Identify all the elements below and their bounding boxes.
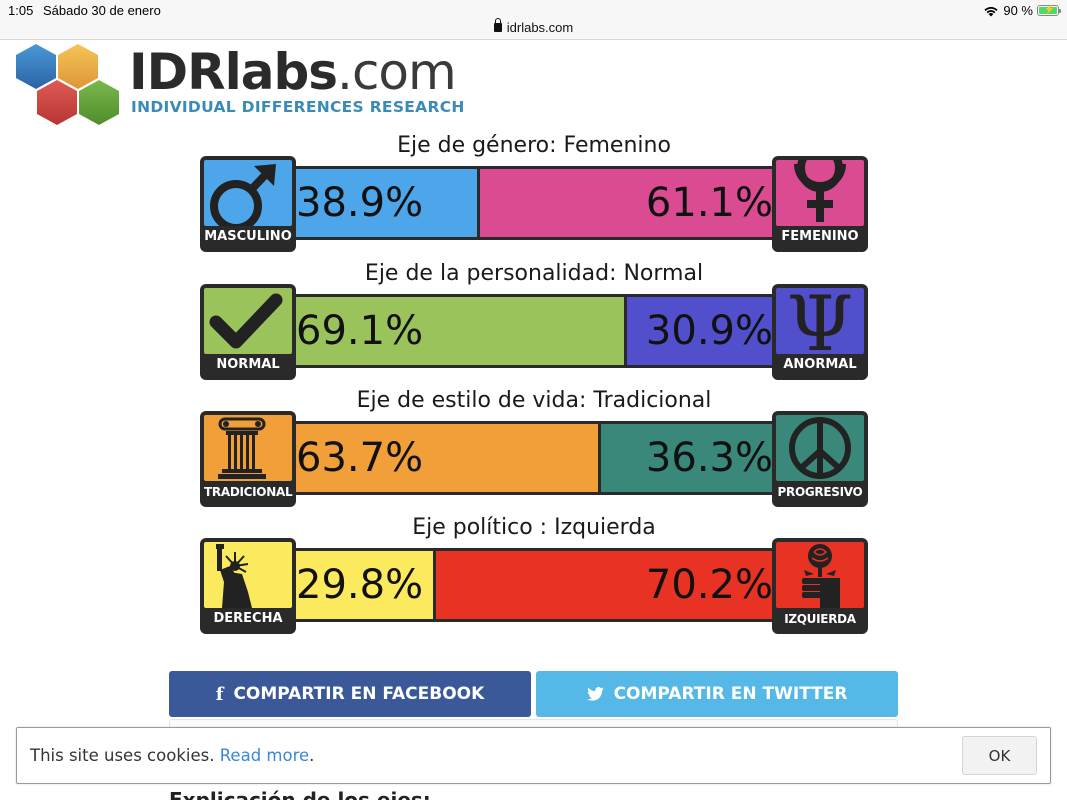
axis-title: Eje de género: Femenino <box>397 133 671 158</box>
svg-text:Ψ: Ψ <box>787 288 854 354</box>
badge-label: NORMAL <box>216 357 280 372</box>
read-more-link[interactable]: Read more <box>219 746 310 765</box>
axis-title: Eje de la personalidad: Normal <box>364 261 704 286</box>
share-facebook-label: COMPARTIR EN FACEBOOK <box>233 684 485 704</box>
facebook-icon: f <box>215 683 224 705</box>
left-percent: 69.1% <box>296 308 424 354</box>
badge-label: PROGRESIVO <box>777 485 863 499</box>
badge-label: MASCULINO <box>204 229 292 244</box>
gender-axis-chart: Eje de género: Femenino 38.9% 61.1% MASC… <box>200 132 868 252</box>
progresivo-badge: PROGRESIVO <box>772 411 868 507</box>
izquierda-badge: IZQUIERDA <box>772 538 868 634</box>
content-panel-edge <box>169 719 898 729</box>
derecha-badge: DERECHA <box>200 538 296 634</box>
female-symbol-icon <box>794 160 846 222</box>
column-icon <box>218 417 266 479</box>
address-url: idrlabs.com <box>506 20 574 35</box>
anormal-badge: Ψ ANORMAL <box>772 284 868 380</box>
left-percent: 63.7% <box>296 435 424 481</box>
logo-wordmark: IDRlabs.com <box>129 43 457 101</box>
axis-title: Eje de estilo de vida: Tradicional <box>356 388 712 413</box>
left-percent: 29.8% <box>296 562 424 608</box>
battery-charging-icon: ⚡ <box>1037 4 1061 16</box>
badge-label: FEMENINO <box>781 229 859 244</box>
male-symbol-icon <box>210 164 276 226</box>
right-percent: 61.1% <box>645 180 773 226</box>
twitter-bird-icon <box>586 687 604 701</box>
peace-icon <box>789 417 851 479</box>
fist-rose-icon <box>802 544 840 608</box>
section-heading: Explicación de los ejes: <box>169 788 431 800</box>
right-segment: 61.1% <box>480 169 777 237</box>
status-date: Sábado 30 de enero <box>43 3 161 18</box>
status-right: 90 % ⚡ <box>983 3 1061 18</box>
right-segment: 30.9% <box>626 297 777 365</box>
badge-label: DERECHA <box>213 611 283 626</box>
right-percent: 30.9% <box>645 308 773 354</box>
cookie-consent-bar: This site uses cookies. Read more. OK <box>16 727 1051 784</box>
status-time: 1:05 <box>8 3 34 18</box>
axis-title: Eje político : Izquierda <box>412 515 656 540</box>
political-axis-chart: Eje político : Izquierda 29.8% 70.2% DER… <box>200 514 868 634</box>
psi-icon: Ψ <box>787 288 854 354</box>
left-segment: 63.7% <box>291 424 601 492</box>
axis-bar: 63.7% 36.3% <box>288 421 780 495</box>
battery-percent: 90 % <box>1003 3 1033 18</box>
personality-axis-chart: Eje de la personalidad: Normal 69.1% 30.… <box>200 260 868 380</box>
address-bar[interactable]: idrlabs.com <box>0 18 1067 35</box>
hexagon-logo-icon <box>16 44 119 125</box>
ios-status-bar: 1:05 Sábado 30 de enero idrlabs.com 90 %… <box>0 0 1067 40</box>
logo-tagline: INDIVIDUAL DIFFERENCES RESEARCH <box>131 98 465 116</box>
right-segment: 36.3% <box>600 424 777 492</box>
femenino-badge: FEMENINO <box>772 156 868 252</box>
right-percent: 36.3% <box>645 435 773 481</box>
cookie-ok-button[interactable]: OK <box>962 736 1037 775</box>
statue-of-liberty-icon <box>216 544 252 608</box>
left-segment: 38.9% <box>291 169 481 237</box>
masculino-badge: MASCULINO <box>200 156 296 252</box>
axis-bar: 38.9% 61.1% <box>288 166 780 240</box>
share-twitter-button[interactable]: COMPARTIR EN TWITTER <box>536 671 898 717</box>
left-segment: 29.8% <box>291 551 436 619</box>
share-facebook-button[interactable]: f COMPARTIR EN FACEBOOK <box>169 671 531 717</box>
tradicional-badge: TRADICIONAL <box>200 411 296 507</box>
left-segment: 69.1% <box>291 297 627 365</box>
right-segment: 70.2% <box>435 551 777 619</box>
badge-label: TRADICIONAL <box>204 485 293 499</box>
right-percent: 70.2% <box>645 562 773 608</box>
cookie-message: This site uses cookies. Read more. <box>30 746 315 765</box>
share-twitter-label: COMPARTIR EN TWITTER <box>613 684 848 704</box>
idrlabs-logo[interactable]: IDRlabs.com INDIVIDUAL DIFFERENCES RESEA… <box>12 42 464 130</box>
lifestyle-axis-chart: Eje de estilo de vida: Tradicional 63.7%… <box>200 387 868 507</box>
badge-label: ANORMAL <box>783 357 857 372</box>
checkmark-icon <box>209 293 283 349</box>
lock-icon <box>493 18 502 32</box>
axis-bar: 29.8% 70.2% <box>288 548 780 622</box>
badge-label: IZQUIERDA <box>784 612 856 626</box>
left-percent: 38.9% <box>296 180 424 226</box>
axis-bar: 69.1% 30.9% <box>288 294 780 368</box>
wifi-icon <box>984 6 998 16</box>
normal-badge: NORMAL <box>200 284 296 380</box>
